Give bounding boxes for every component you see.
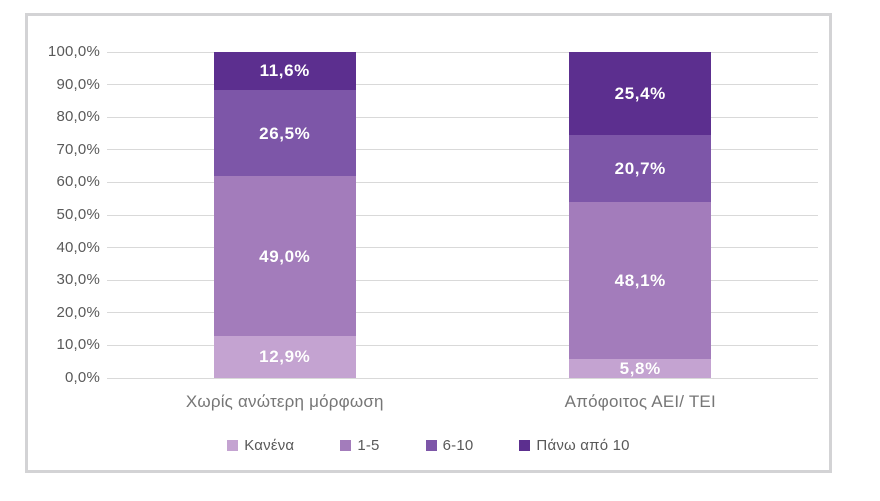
gridline xyxy=(107,51,818,53)
gridline xyxy=(107,181,818,183)
stacked-bar-chart: 12,9% 49,0% 26,5% 11,6% 5,8% 48,1% 20,7% 25,4% … xyxy=(25,13,832,473)
bar-segment: 12,9% xyxy=(213,335,356,378)
data-label: 26,5% xyxy=(259,123,311,143)
legend-item: 1-5 xyxy=(340,437,379,454)
y-axis-tick-label: 90,0% xyxy=(56,75,100,93)
data-label: 25,4% xyxy=(614,83,666,103)
legend-swatch-icon xyxy=(340,439,352,451)
data-label: 49,0% xyxy=(259,246,311,266)
data-label: 12,9% xyxy=(259,347,311,367)
gridline xyxy=(107,116,818,118)
legend-swatch-icon xyxy=(519,439,531,451)
y-axis-tick-label: 0,0% xyxy=(65,369,100,386)
legend-label: 1-5 xyxy=(357,436,380,454)
y-axis-tick-label: 60,0% xyxy=(56,173,100,191)
gridline xyxy=(107,149,818,151)
data-label: 11,6% xyxy=(259,61,310,81)
bar-segment: 11,6% xyxy=(213,52,356,90)
legend-label: 6-10 xyxy=(442,436,474,454)
legend-swatch-icon xyxy=(425,439,437,451)
bar-segment: 25,4% xyxy=(569,52,712,135)
bar-segment: 48,1% xyxy=(569,202,712,360)
data-label: 5,8% xyxy=(619,359,661,379)
gridline xyxy=(107,344,818,346)
gridline xyxy=(107,247,818,249)
bar-segment: 26,5% xyxy=(213,89,356,177)
y-axis-tick-label: 70,0% xyxy=(56,140,100,158)
legend-item: Κανένα xyxy=(227,437,294,454)
gridline xyxy=(107,312,818,314)
gridline xyxy=(107,84,818,86)
legend-swatch-icon xyxy=(227,439,239,451)
bar-segment: 5,8% xyxy=(569,359,712,379)
legend-label: Κανένα xyxy=(244,436,295,454)
gridline xyxy=(107,279,818,281)
plot-area: 12,9% 49,0% 26,5% 11,6% 5,8% 48,1% 20,7% 25,4% xyxy=(107,51,818,379)
y-axis-tick-label: 50,0% xyxy=(56,206,100,223)
y-axis-tick-label: 10,0% xyxy=(56,336,100,354)
y-axis-tick-label: 100,0% xyxy=(47,43,100,60)
legend: Κανένα 1-5 6-10 Πάνω από 10 xyxy=(28,436,829,454)
bar-segment: 49,0% xyxy=(213,176,356,336)
bar-segment: 20,7% xyxy=(569,134,712,203)
legend-label: Πάνω από 10 xyxy=(536,436,630,454)
y-axis-tick-label: 20,0% xyxy=(56,303,100,321)
gridline xyxy=(107,377,818,379)
y-axis-tick-label: 40,0% xyxy=(56,238,100,256)
legend-item: Πάνω από 10 xyxy=(519,436,630,454)
legend-item: 6-10 xyxy=(425,436,474,454)
gridline xyxy=(107,214,818,216)
y-axis-tick-label: 80,0% xyxy=(56,108,100,126)
x-axis-category-label: Χωρίς ανώτερη μόρφωση xyxy=(185,392,384,411)
y-axis-tick-label: 30,0% xyxy=(56,271,100,289)
data-label: 48,1% xyxy=(614,271,666,291)
data-label: 20,7% xyxy=(614,159,666,179)
x-axis-category-label: Απόφοιτος ΑΕΙ/ ΤΕΙ xyxy=(564,392,716,411)
